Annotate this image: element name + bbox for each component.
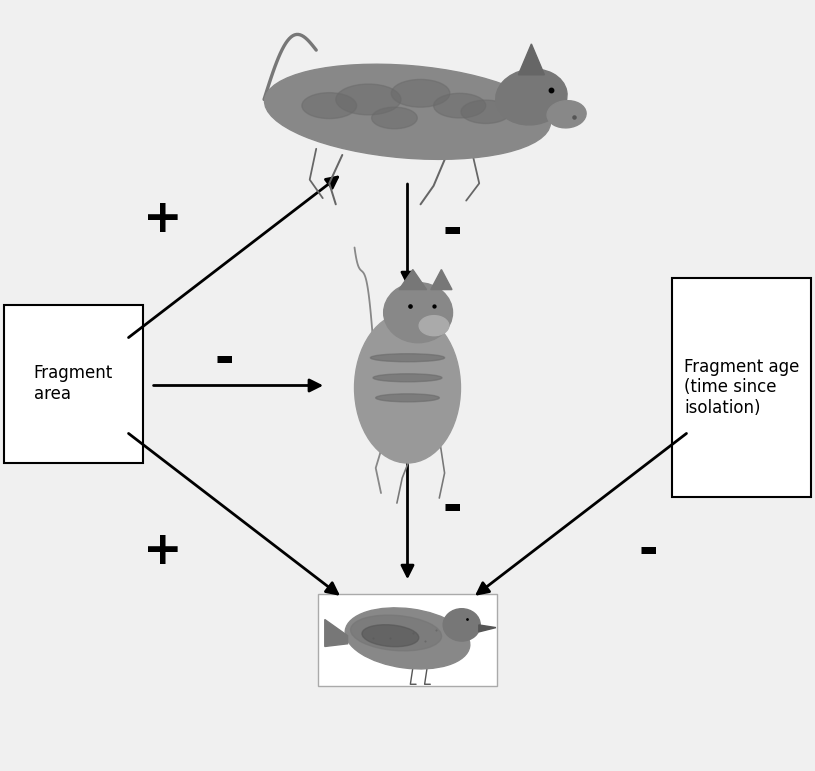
Ellipse shape — [391, 79, 450, 107]
Ellipse shape — [443, 609, 480, 641]
Ellipse shape — [373, 374, 442, 382]
FancyBboxPatch shape — [4, 305, 143, 463]
Polygon shape — [324, 620, 347, 646]
Text: +: + — [143, 529, 183, 574]
Polygon shape — [518, 44, 544, 75]
Text: -: - — [443, 209, 462, 254]
Text: Fragment age
(time since
isolation): Fragment age (time since isolation) — [684, 358, 800, 417]
Ellipse shape — [384, 282, 452, 342]
Ellipse shape — [371, 354, 445, 362]
Ellipse shape — [461, 100, 510, 123]
Ellipse shape — [372, 107, 417, 129]
Text: -: - — [214, 338, 234, 383]
Ellipse shape — [302, 93, 357, 119]
Ellipse shape — [376, 394, 439, 402]
Ellipse shape — [355, 313, 460, 463]
Text: Fragment
area: Fragment area — [33, 364, 113, 403]
Ellipse shape — [419, 315, 449, 335]
Ellipse shape — [434, 93, 486, 118]
Polygon shape — [479, 625, 496, 632]
Ellipse shape — [350, 615, 442, 651]
Ellipse shape — [336, 84, 401, 115]
Ellipse shape — [547, 101, 586, 128]
FancyBboxPatch shape — [672, 278, 811, 497]
Text: -: - — [443, 487, 462, 531]
Polygon shape — [431, 270, 452, 290]
Ellipse shape — [362, 625, 419, 647]
Ellipse shape — [496, 69, 567, 125]
Ellipse shape — [265, 64, 550, 160]
Polygon shape — [399, 270, 426, 290]
Bar — [318, 594, 497, 686]
Text: +: + — [143, 197, 183, 242]
Text: -: - — [638, 529, 658, 574]
Ellipse shape — [346, 608, 469, 669]
